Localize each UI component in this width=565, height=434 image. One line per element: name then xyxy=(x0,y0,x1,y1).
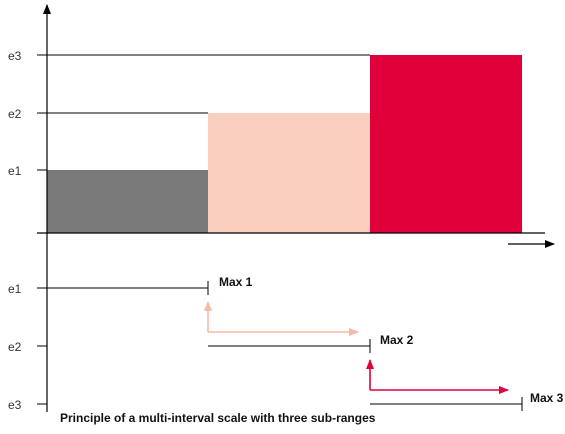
upper-label-e1: e1 xyxy=(8,164,22,178)
lower-label-e1: e1 xyxy=(8,282,22,296)
lower-label-e3: e3 xyxy=(8,398,22,412)
upper-label-e3: e3 xyxy=(8,49,22,63)
max-2-label: Max 2 xyxy=(380,333,414,347)
diagram-caption: Principle of a multi-interval scale with… xyxy=(60,411,376,425)
max-1-label: Max 1 xyxy=(219,275,253,289)
max-3-label: Max 3 xyxy=(530,391,564,405)
bar-range-2 xyxy=(208,113,370,233)
lower-label-e2: e2 xyxy=(8,340,22,354)
bar-range-1 xyxy=(47,170,208,233)
bar-range-3 xyxy=(370,55,522,233)
upper-label-e2: e2 xyxy=(8,107,22,121)
